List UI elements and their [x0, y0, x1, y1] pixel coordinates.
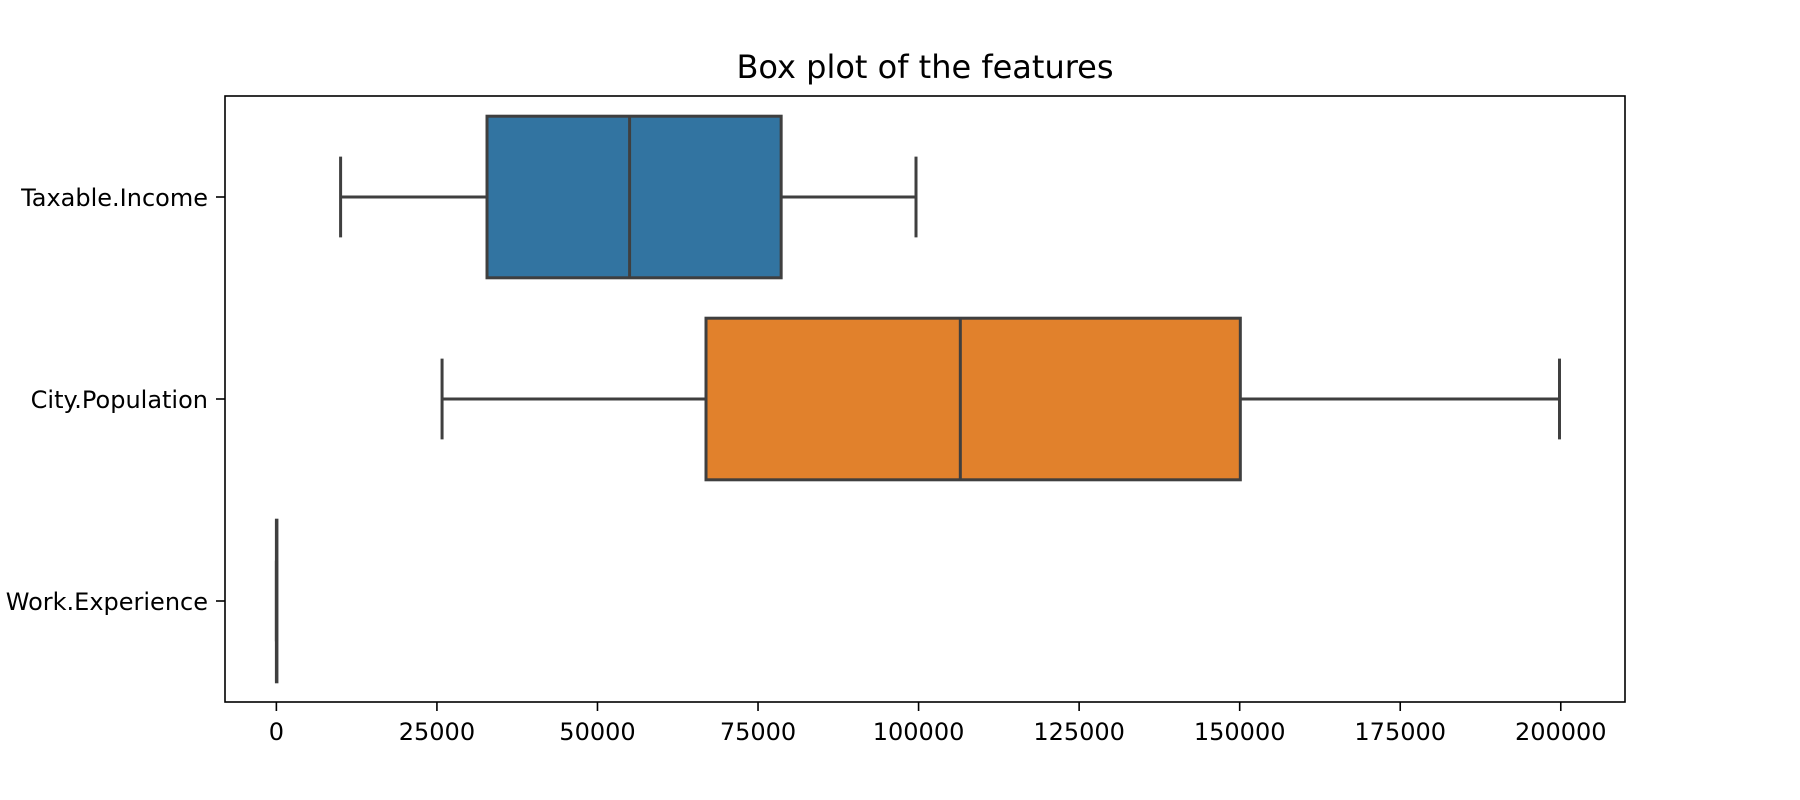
y-tick-label: Taxable.Income: [20, 184, 208, 212]
x-tick-label: 100000: [873, 718, 965, 746]
box-group: [274, 518, 279, 684]
y-tick-label: Work.Experience: [6, 588, 208, 616]
x-tick-label: 75000: [720, 718, 796, 746]
box-iqr: [704, 316, 1242, 482]
x-tick-label: 25000: [399, 718, 475, 746]
axes: Taxable.Income City.Population Work.Experi…: [6, 184, 1607, 746]
x-tick-label: 200000: [1515, 718, 1607, 746]
box-group: [440, 316, 1561, 482]
box-group: [339, 114, 918, 280]
y-tick-label: City.Population: [31, 386, 208, 414]
chart-title: Box plot of the features: [736, 48, 1113, 86]
x-tick-label: 50000: [559, 718, 635, 746]
x-tick-label: 150000: [1194, 718, 1286, 746]
x-tick-label: 175000: [1354, 718, 1446, 746]
plot-area: [274, 114, 1561, 684]
box-iqr: [485, 114, 783, 280]
x-tick-label: 0: [269, 718, 284, 746]
x-tick-label: 125000: [1033, 718, 1125, 746]
